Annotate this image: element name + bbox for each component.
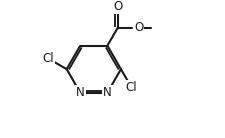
- Text: Cl: Cl: [125, 81, 137, 94]
- Text: N: N: [76, 86, 84, 99]
- Text: O: O: [113, 0, 122, 13]
- Text: Cl: Cl: [42, 52, 54, 65]
- Text: N: N: [103, 86, 111, 99]
- Text: O: O: [134, 21, 143, 34]
